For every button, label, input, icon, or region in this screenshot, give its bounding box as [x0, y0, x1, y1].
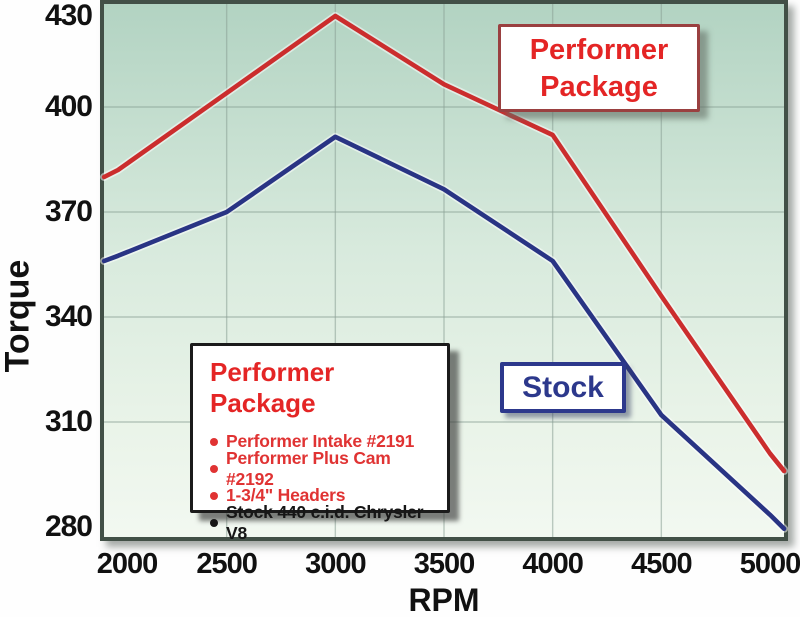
x-tick-label: 4500 — [631, 548, 693, 580]
bullet-icon — [210, 518, 218, 527]
y-tick-label: 310 — [44, 405, 93, 438]
y-tick-label: 370 — [44, 195, 93, 228]
bullet-icon — [210, 437, 218, 446]
legend-item: Performer Plus Cam #2192 — [210, 448, 437, 489]
legend-title: Performer Package — [210, 357, 335, 418]
stock-callout-label: Stock — [522, 371, 604, 404]
y-tick-label: 400 — [44, 90, 93, 123]
x-tick-label: 2000 — [96, 548, 159, 580]
y-tick-label: 280 — [44, 510, 93, 543]
y-tick-label: 340 — [44, 300, 93, 333]
stock-callout: Stock — [500, 362, 626, 413]
legend-box: Performer Package Performer Intake #2191… — [190, 343, 450, 543]
performer-callout-line1: Performer — [529, 34, 669, 66]
x-axis-title: RPM — [408, 582, 480, 617]
bullet-icon — [210, 491, 218, 500]
x-tick-label: 2500 — [196, 548, 258, 580]
y-tick-label: 430 — [44, 0, 93, 32]
legend-item-text: Performer Plus Cam #2192 — [226, 447, 391, 489]
legend-item: Stock 440 c.i.d. Chrysler V8 — [210, 502, 437, 543]
performer-package-callout: Performer Package — [498, 24, 700, 112]
performer-callout-line2: Package — [540, 71, 658, 103]
x-tick-label: 5000 — [739, 548, 800, 580]
bullet-icon — [210, 464, 218, 473]
legend-item-text: Stock 440 c.i.d. Chrysler V8 — [226, 501, 424, 543]
x-tick-label: 4000 — [522, 548, 584, 580]
x-tick-label: 3000 — [305, 548, 367, 580]
legend-items: Performer Intake #2191 Performer Plus Cam… — [210, 428, 437, 543]
x-tick-label: 3500 — [413, 548, 476, 580]
